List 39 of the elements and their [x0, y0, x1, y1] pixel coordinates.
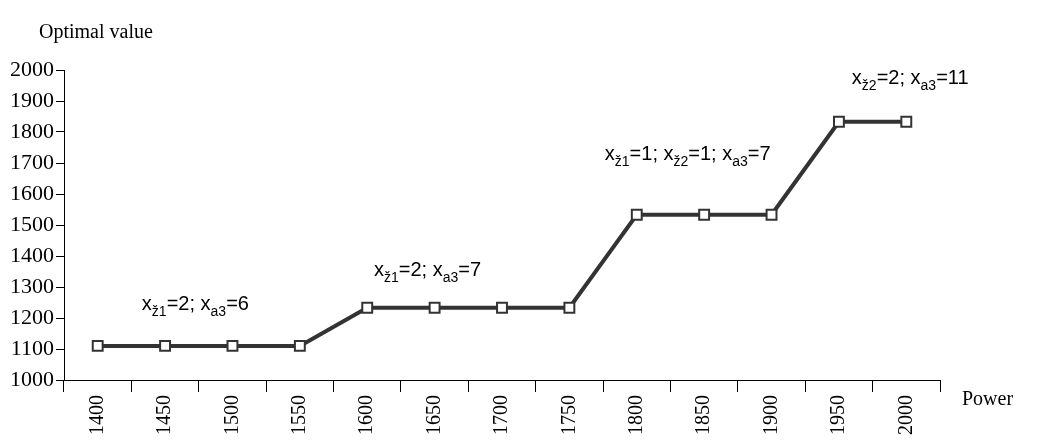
x-axis-title: Power [962, 387, 1014, 410]
point [91, 339, 104, 352]
x-tick-label: 1500 [219, 395, 242, 435]
point [698, 208, 711, 221]
point [563, 301, 576, 314]
x-tick-label: 1400 [84, 395, 107, 435]
point [428, 301, 441, 314]
point [630, 208, 643, 221]
point [159, 339, 172, 352]
point [496, 301, 508, 314]
y-tick-label: 1400 [10, 241, 54, 267]
x-tick-label: 1900 [758, 395, 781, 435]
y-tick-label: 1700 [10, 148, 54, 174]
y-tick-label: 2000 [10, 55, 54, 81]
x-tick-label: 1650 [421, 395, 444, 435]
x-tick-label: 1850 [691, 395, 714, 435]
x-tick-label: 1700 [489, 395, 512, 435]
x-tick-label: 1600 [354, 395, 377, 435]
y-tick-label: 1000 [10, 365, 54, 391]
y-axis-title: Optimal value [39, 20, 153, 43]
y-tick-label: 1500 [10, 210, 54, 236]
point [900, 115, 913, 128]
x-tick-label: 1950 [826, 395, 849, 435]
x-tick-label: 1550 [287, 395, 310, 435]
y-tick-label: 1300 [10, 272, 54, 298]
y-tick-label: 1200 [10, 303, 54, 329]
point [226, 339, 239, 352]
x-tick-label: 1450 [152, 395, 175, 435]
x-tick-label: 2000 [893, 395, 916, 435]
y-tick-label: 1100 [10, 334, 54, 360]
point [361, 301, 374, 314]
y-tick-label: 1900 [10, 86, 54, 112]
point [765, 208, 778, 221]
y-tick-label: 1600 [10, 179, 54, 205]
x-tick-label: 1750 [556, 395, 579, 435]
point [293, 339, 306, 352]
point [832, 115, 845, 128]
y-tick-label: 1800 [10, 117, 54, 143]
x-tick-label: 1800 [624, 395, 647, 435]
